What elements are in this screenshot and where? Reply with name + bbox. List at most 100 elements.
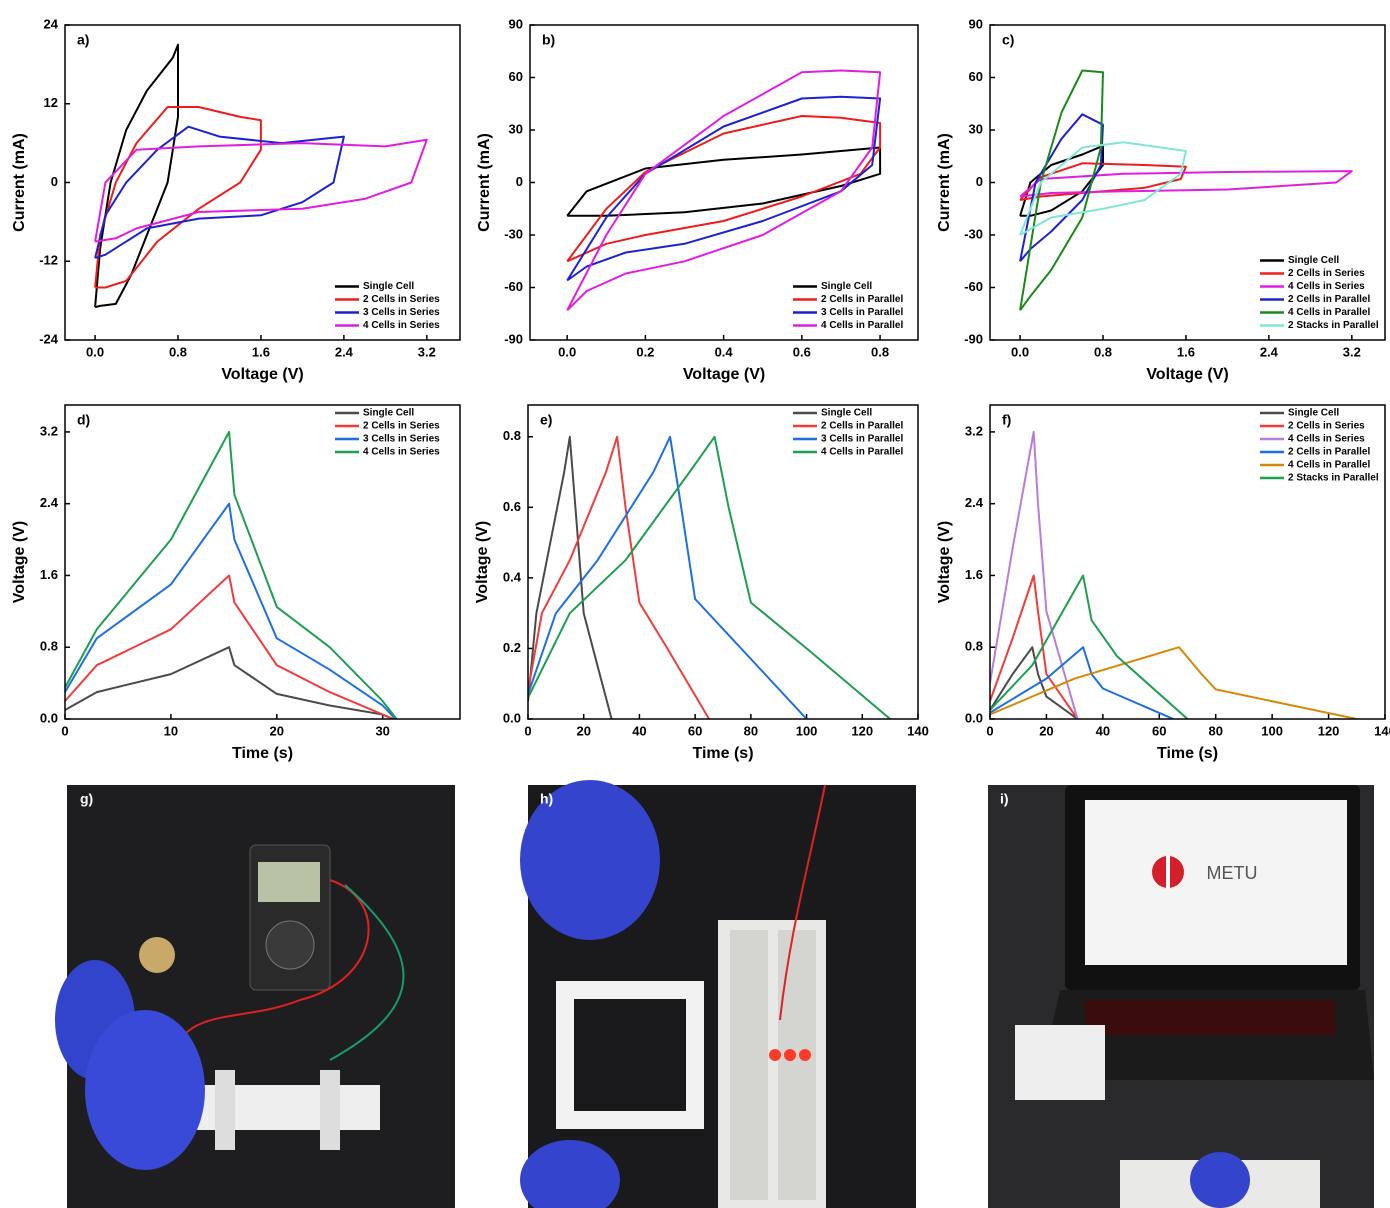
panel-label: a) [77,32,89,48]
legend-label: 4 Cells in Series [363,320,440,331]
plot-frame [64,24,461,341]
x-tick-label: 0.8 [871,344,889,359]
series-line [94,106,262,289]
legend-label: 3 Cells in Series [363,434,440,445]
y-tick-label: -24 [39,331,59,346]
x-tick-label: 60 [688,723,702,738]
x-tick-label: 10 [164,723,178,738]
x-tick-label: 2.4 [335,344,354,359]
y-tick-label: 0.0 [503,710,521,725]
x-tick-label: 20 [270,723,284,738]
legend-label: 2 Cells in Series [1288,421,1365,432]
x-tick-label: 0.8 [169,344,187,359]
panel-label: b) [542,32,555,48]
x-tick-label: 60 [1152,723,1166,738]
x-tick-label: 1.6 [1177,344,1195,359]
y-tick-label: 0.4 [503,569,522,584]
legend-label: 4 Cells in Parallel [1288,460,1370,471]
photo-h: h) [520,780,916,1208]
x-tick-label: 100 [1261,723,1283,738]
x-tick-label: 0 [524,723,531,738]
y-tick-label: 24 [44,16,59,31]
x-tick-label: 2.4 [1260,344,1279,359]
y-tick-label: 60 [969,69,983,84]
x-tick-label: 0.6 [793,344,811,359]
y-axis-label: Current (mA) [11,133,28,232]
y-tick-label: 90 [509,16,523,31]
chart: 0.0 0.2 0.4 0.6 0.8 -90 -60 -30 0 30 60 90 b) Voltage… [476,16,919,383]
series-line [94,43,179,309]
x-axis-label: Time (s) [692,745,753,762]
legend-label: 2 Cells in Parallel [821,294,903,305]
y-tick-label: 0 [976,174,983,189]
legend-label: 2 Cells in Parallel [821,421,903,432]
plot-frame [64,404,461,720]
y-tick-label: 2.4 [965,495,984,510]
panel-label: g) [80,791,93,807]
series-line [566,95,882,282]
y-tick-label: 12 [44,95,58,110]
y-axis-label: Voltage (V) [474,521,491,603]
photo-g: g) [55,785,455,1208]
y-tick-label: -90 [504,331,523,346]
x-tick-label: 30 [375,723,389,738]
y-tick-label: 0.0 [40,710,58,725]
x-tick-label: 100 [796,723,818,738]
chart: 0 20 40 60 80 100 120 140 0.0 0.8 1.6 2.4 3.2 f) Time … [936,404,1390,762]
legend-label: 3 Cells in Parallel [821,434,903,445]
legend-label: 2 Stacks in Parallel [1288,473,1379,484]
x-tick-label: 80 [1208,723,1222,738]
y-tick-label: 0.8 [965,639,983,654]
y-tick-label: 3.2 [40,423,58,438]
y-tick-label: -60 [964,279,983,294]
series-line [1019,141,1187,236]
legend-label: Single Cell [1288,255,1339,266]
panel-label: f) [1002,412,1011,428]
series-line [990,646,1174,719]
series-line [528,435,710,719]
legend-label: Single Cell [821,408,872,419]
x-tick-label: 0.8 [1094,344,1112,359]
series-line [566,146,882,217]
y-tick-label: 0 [51,174,58,189]
chart: 0.0 0.8 1.6 2.4 3.2 -90 -60 -30 0 30 60 90 c) Voltage… [936,16,1386,383]
y-tick-label: 3.2 [965,423,983,438]
chart: 0.0 0.8 1.6 2.4 3.2 -24 -12 0 12 24 a) Voltage (V) C… [11,16,461,383]
plot [1019,69,1353,311]
x-tick-label: 20 [1039,723,1053,738]
y-tick-label: -30 [964,226,983,241]
x-tick-label: 80 [744,723,758,738]
series-line [990,574,1189,719]
series-line [528,435,808,719]
y-tick-label: -12 [39,253,58,268]
y-tick-label: 30 [969,121,983,136]
x-tick-label: 40 [1096,723,1110,738]
x-tick-label: 120 [851,723,873,738]
x-tick-label: 0 [61,723,68,738]
plot-frame [529,24,919,341]
photo-i: METU i) [988,785,1374,1208]
series-line [528,435,891,719]
plot-frame [989,404,1386,720]
legend-label: Single Cell [363,281,414,292]
y-tick-label: -90 [964,331,983,346]
plot-frame [527,404,919,720]
x-axis-label: Voltage (V) [683,366,765,383]
y-tick-label: 0.0 [965,710,983,725]
chart: 0 20 40 60 80 100 120 140 0.0 0.2 0.4 0.6 0.8 e) Time … [474,404,929,762]
legend-label: 3 Cells in Parallel [821,307,903,318]
series-line [65,574,394,719]
y-tick-label: -60 [504,279,523,294]
series-line [528,435,613,719]
plot [990,430,1358,719]
x-axis-label: Time (s) [232,745,293,762]
y-tick-label: 60 [509,69,523,84]
legend-label: 4 Cells in Parallel [1288,307,1370,318]
chart: 0 10 20 30 0.0 0.8 1.6 2.4 3.2 d) Time (s) Voltage … [11,404,461,762]
x-tick-label: 3.2 [1343,344,1361,359]
x-axis-label: Voltage (V) [1146,366,1228,383]
series-line [566,69,882,312]
series-line [65,502,397,719]
legend-label: 3 Cells in Series [363,307,440,318]
